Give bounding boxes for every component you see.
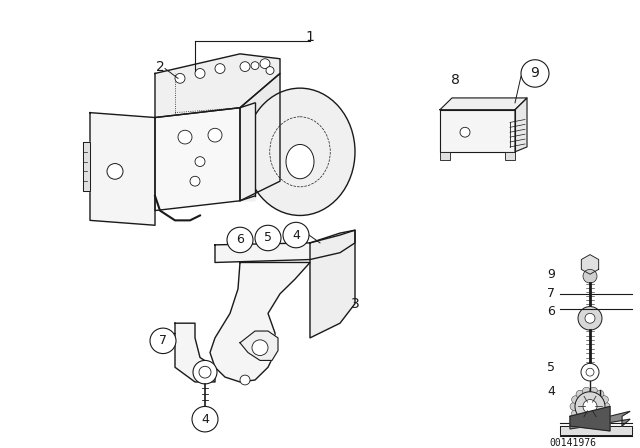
Circle shape — [578, 306, 602, 330]
Circle shape — [570, 403, 578, 410]
Text: 6: 6 — [547, 305, 555, 318]
Polygon shape — [240, 73, 280, 201]
Polygon shape — [440, 98, 527, 110]
Circle shape — [589, 418, 598, 426]
Circle shape — [460, 127, 470, 137]
Circle shape — [192, 406, 218, 432]
Polygon shape — [570, 406, 610, 431]
Polygon shape — [215, 230, 355, 263]
Text: 9: 9 — [547, 268, 555, 281]
Polygon shape — [155, 54, 280, 117]
Circle shape — [596, 415, 604, 422]
Text: 4: 4 — [292, 228, 300, 241]
FancyBboxPatch shape — [440, 152, 450, 159]
Polygon shape — [440, 110, 515, 152]
Polygon shape — [240, 331, 278, 361]
Circle shape — [602, 403, 610, 410]
Circle shape — [251, 62, 259, 69]
Text: 00141976: 00141976 — [549, 438, 596, 448]
Circle shape — [589, 387, 598, 395]
Text: 1: 1 — [305, 30, 314, 44]
Polygon shape — [240, 103, 255, 201]
Polygon shape — [581, 254, 598, 274]
Circle shape — [581, 363, 599, 381]
Polygon shape — [83, 142, 90, 191]
Circle shape — [150, 328, 176, 353]
Circle shape — [227, 227, 253, 253]
Circle shape — [596, 390, 604, 398]
Text: 4: 4 — [201, 413, 209, 426]
Circle shape — [193, 361, 217, 384]
Circle shape — [208, 128, 222, 142]
Polygon shape — [155, 108, 240, 211]
FancyBboxPatch shape — [505, 152, 515, 159]
Circle shape — [266, 67, 274, 74]
Circle shape — [215, 64, 225, 73]
Circle shape — [178, 130, 192, 144]
Circle shape — [600, 409, 609, 417]
Circle shape — [600, 396, 609, 404]
Circle shape — [107, 164, 123, 179]
Text: 8: 8 — [451, 73, 460, 87]
Circle shape — [576, 390, 584, 398]
Circle shape — [585, 314, 595, 323]
Circle shape — [575, 392, 605, 421]
Text: 7: 7 — [159, 334, 167, 347]
Polygon shape — [570, 411, 630, 429]
Circle shape — [582, 418, 591, 426]
Circle shape — [252, 340, 268, 356]
Ellipse shape — [245, 88, 355, 215]
Text: 5: 5 — [547, 361, 555, 374]
Circle shape — [572, 409, 580, 417]
Circle shape — [583, 400, 597, 414]
Circle shape — [199, 366, 211, 378]
Circle shape — [583, 269, 597, 283]
Text: 9: 9 — [531, 66, 540, 81]
Text: 7: 7 — [547, 287, 555, 300]
Ellipse shape — [286, 144, 314, 179]
Polygon shape — [210, 263, 310, 382]
Circle shape — [521, 60, 549, 87]
Circle shape — [195, 157, 205, 167]
Polygon shape — [310, 230, 355, 338]
Circle shape — [175, 73, 185, 83]
Circle shape — [582, 387, 591, 395]
Text: 5: 5 — [264, 232, 272, 245]
Polygon shape — [175, 323, 215, 382]
Polygon shape — [560, 426, 632, 435]
Circle shape — [572, 396, 580, 404]
Circle shape — [240, 375, 250, 385]
Text: 6: 6 — [236, 233, 244, 246]
Text: 4: 4 — [547, 385, 555, 398]
Circle shape — [240, 62, 250, 72]
Circle shape — [255, 225, 281, 251]
Polygon shape — [515, 98, 527, 152]
Circle shape — [586, 368, 594, 376]
Text: 3: 3 — [351, 297, 360, 310]
Polygon shape — [90, 112, 155, 225]
Circle shape — [195, 69, 205, 78]
Circle shape — [260, 59, 270, 69]
Text: 2: 2 — [156, 60, 164, 73]
Circle shape — [190, 177, 200, 186]
Circle shape — [283, 222, 309, 248]
Circle shape — [576, 415, 584, 422]
